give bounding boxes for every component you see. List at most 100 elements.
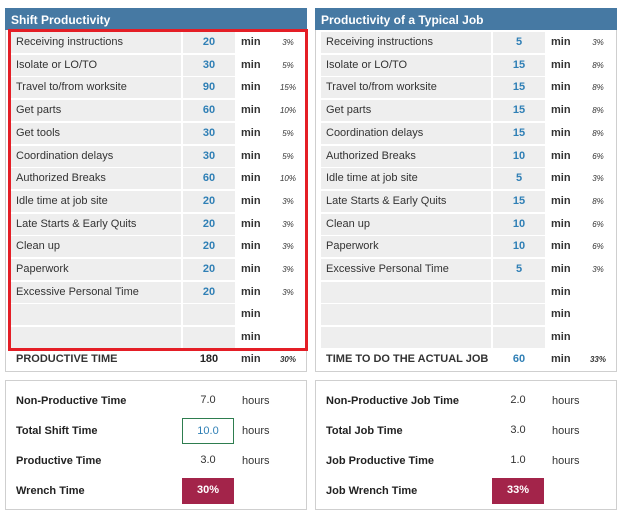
cell-unit: min bbox=[237, 236, 273, 258]
empty-cell bbox=[321, 304, 491, 326]
cell-unit: min bbox=[237, 259, 273, 280]
total-value: 180 bbox=[183, 349, 235, 370]
total-label: PRODUCTIVE TIME bbox=[11, 349, 181, 370]
cell-value: 30 bbox=[183, 145, 235, 167]
highlight-box bbox=[8, 29, 308, 351]
total-percent: 30% bbox=[273, 349, 303, 370]
cell-value: 20 bbox=[183, 236, 235, 258]
empty-cell bbox=[583, 304, 613, 326]
cell-percent: 3% bbox=[273, 190, 303, 212]
cell-value: 15 bbox=[493, 54, 545, 76]
cell-label: Coordination delays bbox=[11, 145, 181, 167]
summary-unit: hours bbox=[242, 395, 270, 407]
empty-cell bbox=[583, 281, 613, 303]
cell-label: Travel to/from worksite bbox=[11, 77, 181, 99]
cell-percent: 5% bbox=[273, 145, 303, 167]
cell-label: Excessive Personal Time bbox=[321, 259, 491, 280]
summary-value: 10.0 bbox=[182, 418, 234, 444]
cell-label: Idle time at job site bbox=[321, 168, 491, 190]
cell-value: 15 bbox=[493, 77, 545, 99]
cell-unit: min bbox=[547, 77, 583, 99]
empty-cell bbox=[273, 304, 303, 326]
cell-unit: min bbox=[237, 213, 273, 235]
cell-unit: min bbox=[547, 327, 583, 349]
cell-unit: min bbox=[237, 77, 273, 99]
cell-percent: 3% bbox=[273, 213, 303, 235]
total-value: 60 bbox=[493, 349, 545, 370]
cell-unit: min bbox=[547, 32, 583, 53]
empty-cell bbox=[11, 327, 181, 349]
cell-unit: min bbox=[237, 32, 273, 53]
cell-percent: 10% bbox=[273, 168, 303, 190]
cell-value: 10 bbox=[493, 236, 545, 258]
summary-value: 3.0 bbox=[200, 454, 216, 466]
cell-label: Get parts bbox=[321, 100, 491, 122]
cell-percent: 3% bbox=[583, 32, 613, 53]
cell-label: Clean up bbox=[11, 236, 181, 258]
cell-percent: 8% bbox=[583, 122, 613, 144]
summary-label: Total Shift Time bbox=[16, 425, 98, 437]
cell-label: Isolate or LO/TO bbox=[11, 54, 181, 76]
cell-value: 5 bbox=[493, 168, 545, 190]
cell-unit: min bbox=[547, 259, 583, 280]
cell-percent: 6% bbox=[583, 213, 613, 235]
cell-unit: min bbox=[547, 213, 583, 235]
cell-label: Late Starts & Early Quits bbox=[321, 190, 491, 212]
cell-label: Receiving instructions bbox=[321, 32, 491, 53]
cell-unit: min bbox=[237, 281, 273, 303]
cell-percent: 5% bbox=[273, 54, 303, 76]
total-label: TIME TO DO THE ACTUAL JOB bbox=[321, 349, 491, 370]
cell-unit: min bbox=[237, 100, 273, 122]
summary-label: Productive Time bbox=[16, 455, 102, 467]
cell-label: Coordination delays bbox=[321, 122, 491, 144]
empty-cell bbox=[273, 327, 303, 349]
cell-unit: min bbox=[237, 327, 273, 349]
cell-percent: 3% bbox=[273, 281, 303, 303]
summary-label: Non-Productive Time bbox=[16, 395, 127, 407]
cell-label: Clean up bbox=[321, 213, 491, 235]
summary-unit: hours bbox=[552, 395, 580, 407]
cell-unit: min bbox=[547, 236, 583, 258]
summary-value: 2.0 bbox=[510, 394, 526, 406]
cell-label: Paperwork bbox=[11, 259, 181, 280]
total-unit: min bbox=[237, 349, 273, 370]
cell-percent: 3% bbox=[273, 236, 303, 258]
cell-value: 10 bbox=[493, 213, 545, 235]
total-unit: min bbox=[547, 349, 583, 370]
cell-label: Get parts bbox=[11, 100, 181, 122]
cell-percent: 8% bbox=[583, 77, 613, 99]
cell-value: 20 bbox=[183, 32, 235, 53]
cell-unit: min bbox=[237, 304, 273, 326]
cell-percent: 10% bbox=[273, 100, 303, 122]
cell-percent: 8% bbox=[583, 190, 613, 212]
total-percent: 33% bbox=[583, 349, 613, 370]
cell-percent: 6% bbox=[583, 236, 613, 258]
empty-cell bbox=[493, 304, 545, 326]
summary-unit: hours bbox=[242, 425, 270, 437]
cell-unit: min bbox=[547, 145, 583, 167]
empty-cell bbox=[321, 327, 491, 349]
cell-unit: min bbox=[547, 281, 583, 303]
cell-percent: 8% bbox=[583, 54, 613, 76]
cell-label: Paperwork bbox=[321, 236, 491, 258]
summary-value: 3.0 bbox=[510, 424, 526, 436]
cell-label: Isolate or LO/TO bbox=[321, 54, 491, 76]
cell-percent: 6% bbox=[583, 145, 613, 167]
empty-cell bbox=[493, 281, 545, 303]
summary-label: Non-Productive Job Time bbox=[326, 395, 460, 407]
summary-value: 1.0 bbox=[510, 454, 526, 466]
cell-value: 20 bbox=[183, 190, 235, 212]
cell-percent: 3% bbox=[273, 259, 303, 280]
cell-unit: min bbox=[237, 190, 273, 212]
summary-label: Total Job Time bbox=[326, 425, 403, 437]
cell-unit: min bbox=[237, 168, 273, 190]
cell-value: 15 bbox=[493, 122, 545, 144]
cell-value: 20 bbox=[183, 259, 235, 280]
cell-unit: min bbox=[547, 304, 583, 326]
cell-value: 60 bbox=[183, 168, 235, 190]
cell-percent: 15% bbox=[273, 77, 303, 99]
summary-unit: hours bbox=[552, 425, 580, 437]
cell-value: 5 bbox=[493, 259, 545, 280]
cell-label: Authorized Breaks bbox=[11, 168, 181, 190]
